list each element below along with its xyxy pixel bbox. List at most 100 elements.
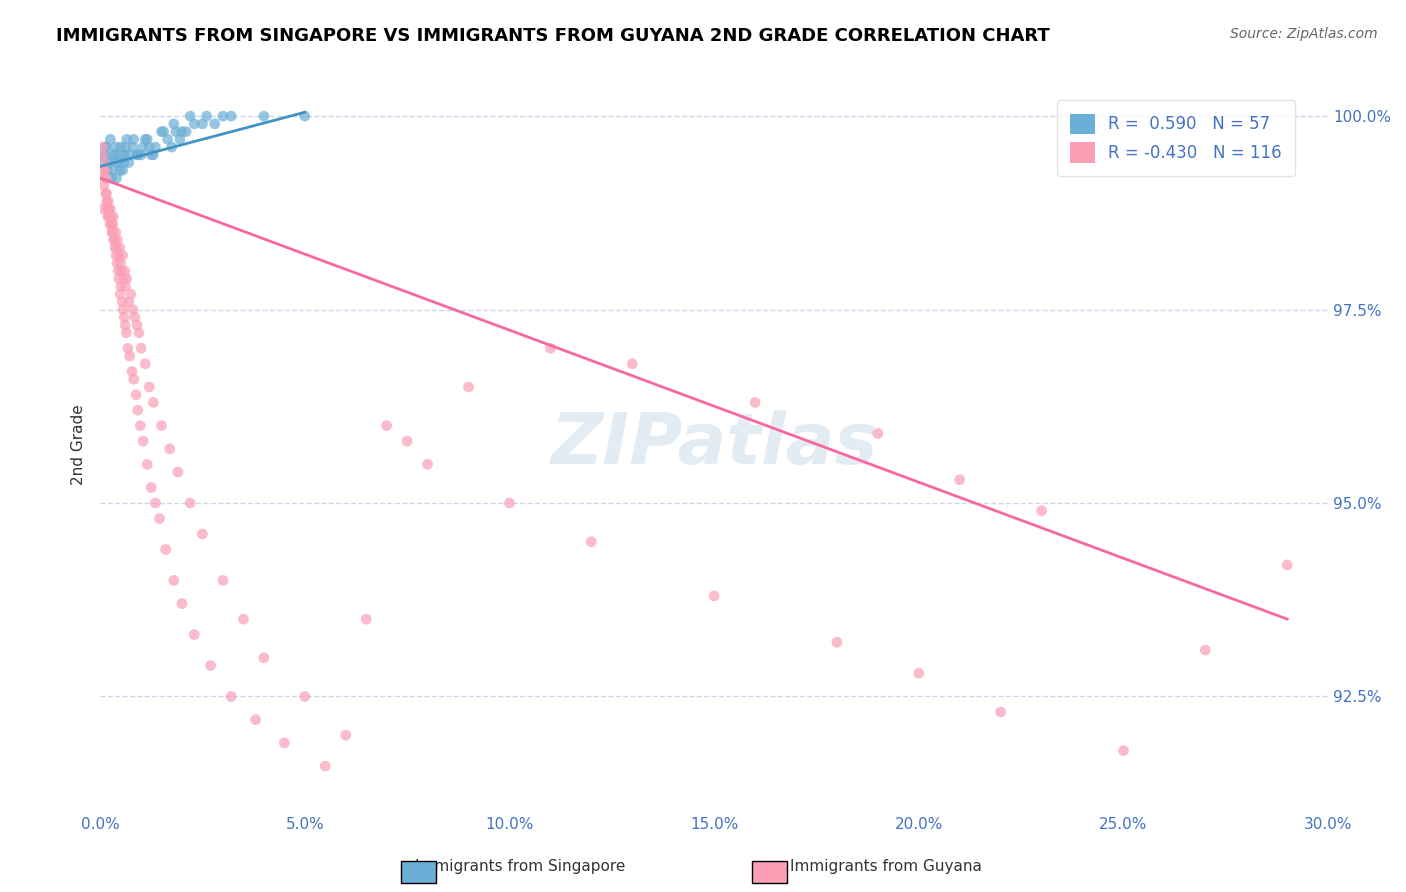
- Point: [141, 481, 163, 495]
- Point: [118, 148, 141, 162]
- Point: [866, 426, 889, 441]
- Point: [122, 372, 145, 386]
- Point: [107, 155, 129, 169]
- Point: [93, 148, 115, 162]
- Point: [156, 132, 179, 146]
- Point: [990, 705, 1012, 719]
- Point: [98, 202, 121, 216]
- Point: [125, 318, 148, 332]
- Point: [169, 132, 191, 146]
- Point: [114, 148, 136, 162]
- Point: [115, 271, 138, 285]
- Point: [104, 225, 127, 239]
- Point: [204, 117, 226, 131]
- Point: [375, 418, 398, 433]
- Point: [138, 380, 160, 394]
- Point: [94, 171, 117, 186]
- Point: [115, 326, 138, 340]
- Point: [100, 218, 122, 232]
- Point: [110, 256, 132, 270]
- Point: [91, 155, 114, 169]
- Point: [112, 302, 135, 317]
- Point: [142, 395, 165, 409]
- Point: [179, 496, 201, 510]
- Point: [200, 658, 222, 673]
- Point: [91, 202, 114, 216]
- Point: [96, 194, 118, 209]
- Point: [105, 171, 128, 186]
- Point: [150, 418, 173, 433]
- Point: [125, 387, 148, 401]
- Point: [105, 155, 128, 169]
- Point: [107, 248, 129, 262]
- Point: [127, 403, 149, 417]
- Point: [219, 690, 242, 704]
- Point: [167, 465, 190, 479]
- Point: [129, 341, 152, 355]
- Point: [118, 349, 141, 363]
- Point: [114, 318, 136, 332]
- Point: [91, 140, 114, 154]
- Point: [112, 155, 135, 169]
- Point: [93, 163, 115, 178]
- Point: [155, 542, 177, 557]
- Point: [105, 233, 128, 247]
- Point: [120, 287, 142, 301]
- Point: [141, 148, 163, 162]
- Point: [122, 132, 145, 146]
- Point: [212, 109, 235, 123]
- Point: [114, 264, 136, 278]
- Point: [212, 574, 235, 588]
- Point: [103, 233, 125, 247]
- Point: [93, 155, 115, 169]
- Point: [128, 326, 150, 340]
- Point: [127, 148, 149, 162]
- Point: [273, 736, 295, 750]
- Point: [396, 434, 419, 449]
- Point: [101, 163, 124, 178]
- Point: [124, 310, 146, 325]
- Point: [104, 241, 127, 255]
- Point: [100, 210, 122, 224]
- Point: [195, 109, 218, 123]
- Point: [183, 117, 205, 131]
- Point: [354, 612, 377, 626]
- Point: [108, 271, 131, 285]
- Point: [98, 155, 121, 169]
- Point: [170, 597, 193, 611]
- Point: [108, 287, 131, 301]
- Point: [314, 759, 336, 773]
- Point: [148, 511, 170, 525]
- Point: [96, 163, 118, 178]
- Text: Immigrants from Singapore: Immigrants from Singapore: [415, 859, 626, 874]
- Point: [114, 279, 136, 293]
- Point: [118, 155, 141, 169]
- Point: [110, 148, 132, 162]
- Point: [160, 140, 183, 154]
- Point: [138, 140, 160, 154]
- Point: [457, 380, 479, 394]
- Point: [96, 202, 118, 216]
- Point: [104, 140, 127, 154]
- Point: [145, 496, 167, 510]
- Point: [96, 186, 118, 201]
- Point: [129, 418, 152, 433]
- Point: [621, 357, 644, 371]
- Point: [294, 109, 316, 123]
- Point: [121, 364, 143, 378]
- Point: [98, 132, 121, 146]
- Point: [174, 125, 197, 139]
- Point: [245, 713, 267, 727]
- Point: [179, 109, 201, 123]
- Point: [94, 186, 117, 201]
- Point: [170, 125, 193, 139]
- Point: [111, 163, 134, 178]
- Point: [232, 612, 254, 626]
- Point: [159, 442, 181, 456]
- Point: [949, 473, 972, 487]
- Point: [142, 148, 165, 162]
- Point: [97, 194, 120, 209]
- Point: [134, 357, 156, 371]
- Point: [98, 210, 121, 224]
- Point: [110, 279, 132, 293]
